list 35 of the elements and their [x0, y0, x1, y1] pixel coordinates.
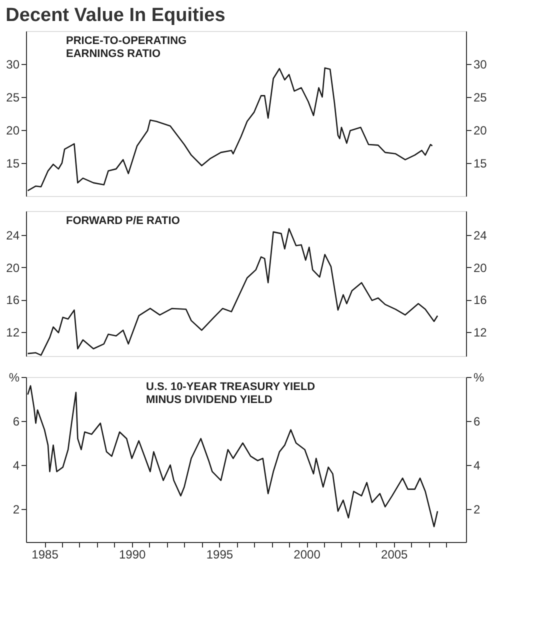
y-tick-label: 4 — [12, 458, 20, 472]
y-tick-label: % — [8, 370, 20, 384]
x-tick-label: 1990 — [119, 548, 146, 562]
y2-tick-label: 16 — [474, 293, 488, 308]
y2-tick-label: 15 — [474, 156, 488, 170]
chart-subtitle: FORWARD P/E RATIO — [66, 215, 180, 227]
line-series — [27, 228, 438, 356]
text: PRICE-TO-OPERATING EARNINGS RATIO — [66, 35, 187, 60]
y-tick-label: 20 — [6, 260, 20, 275]
x-tick-label: 2005 — [381, 548, 408, 562]
y2-tick-label: 12 — [474, 325, 488, 340]
y2-tick-label: 6 — [474, 414, 480, 428]
y-tick-label: 20 — [6, 124, 20, 138]
y-tick-label: 30 — [6, 58, 20, 72]
y-tick-label: 12 — [6, 325, 20, 340]
y2-tick-label: 2 — [474, 502, 480, 516]
line-series — [27, 67, 433, 192]
y2-tick-label: % — [474, 370, 484, 384]
y2-tick-label: 30 — [474, 58, 488, 72]
y-tick-label: 25 — [6, 90, 20, 104]
text: U.S. 10-YEAR TREASURY YIELD MINUS DIVIDEND YIELD — [146, 381, 316, 406]
y-tick-label: 2 — [12, 502, 20, 516]
y-tick-label: 16 — [6, 293, 20, 308]
x-tick-label: 1995 — [206, 548, 234, 562]
chart-title: Decent Value In Equities — [6, 5, 226, 26]
y2-tick-label: 25 — [474, 90, 488, 104]
x-tick-label: 2000 — [294, 548, 321, 562]
x-tick-label: 1985 — [32, 548, 59, 562]
y-tick-label: 15 — [6, 156, 20, 170]
y-tick-label: 24 — [6, 228, 20, 243]
y2-tick-label: 20 — [474, 124, 488, 138]
y2-tick-label: 4 — [474, 458, 480, 472]
y2-tick-label: 20 — [474, 260, 488, 275]
y2-tick-label: 24 — [474, 228, 488, 243]
y-tick-label: 6 — [12, 414, 20, 428]
